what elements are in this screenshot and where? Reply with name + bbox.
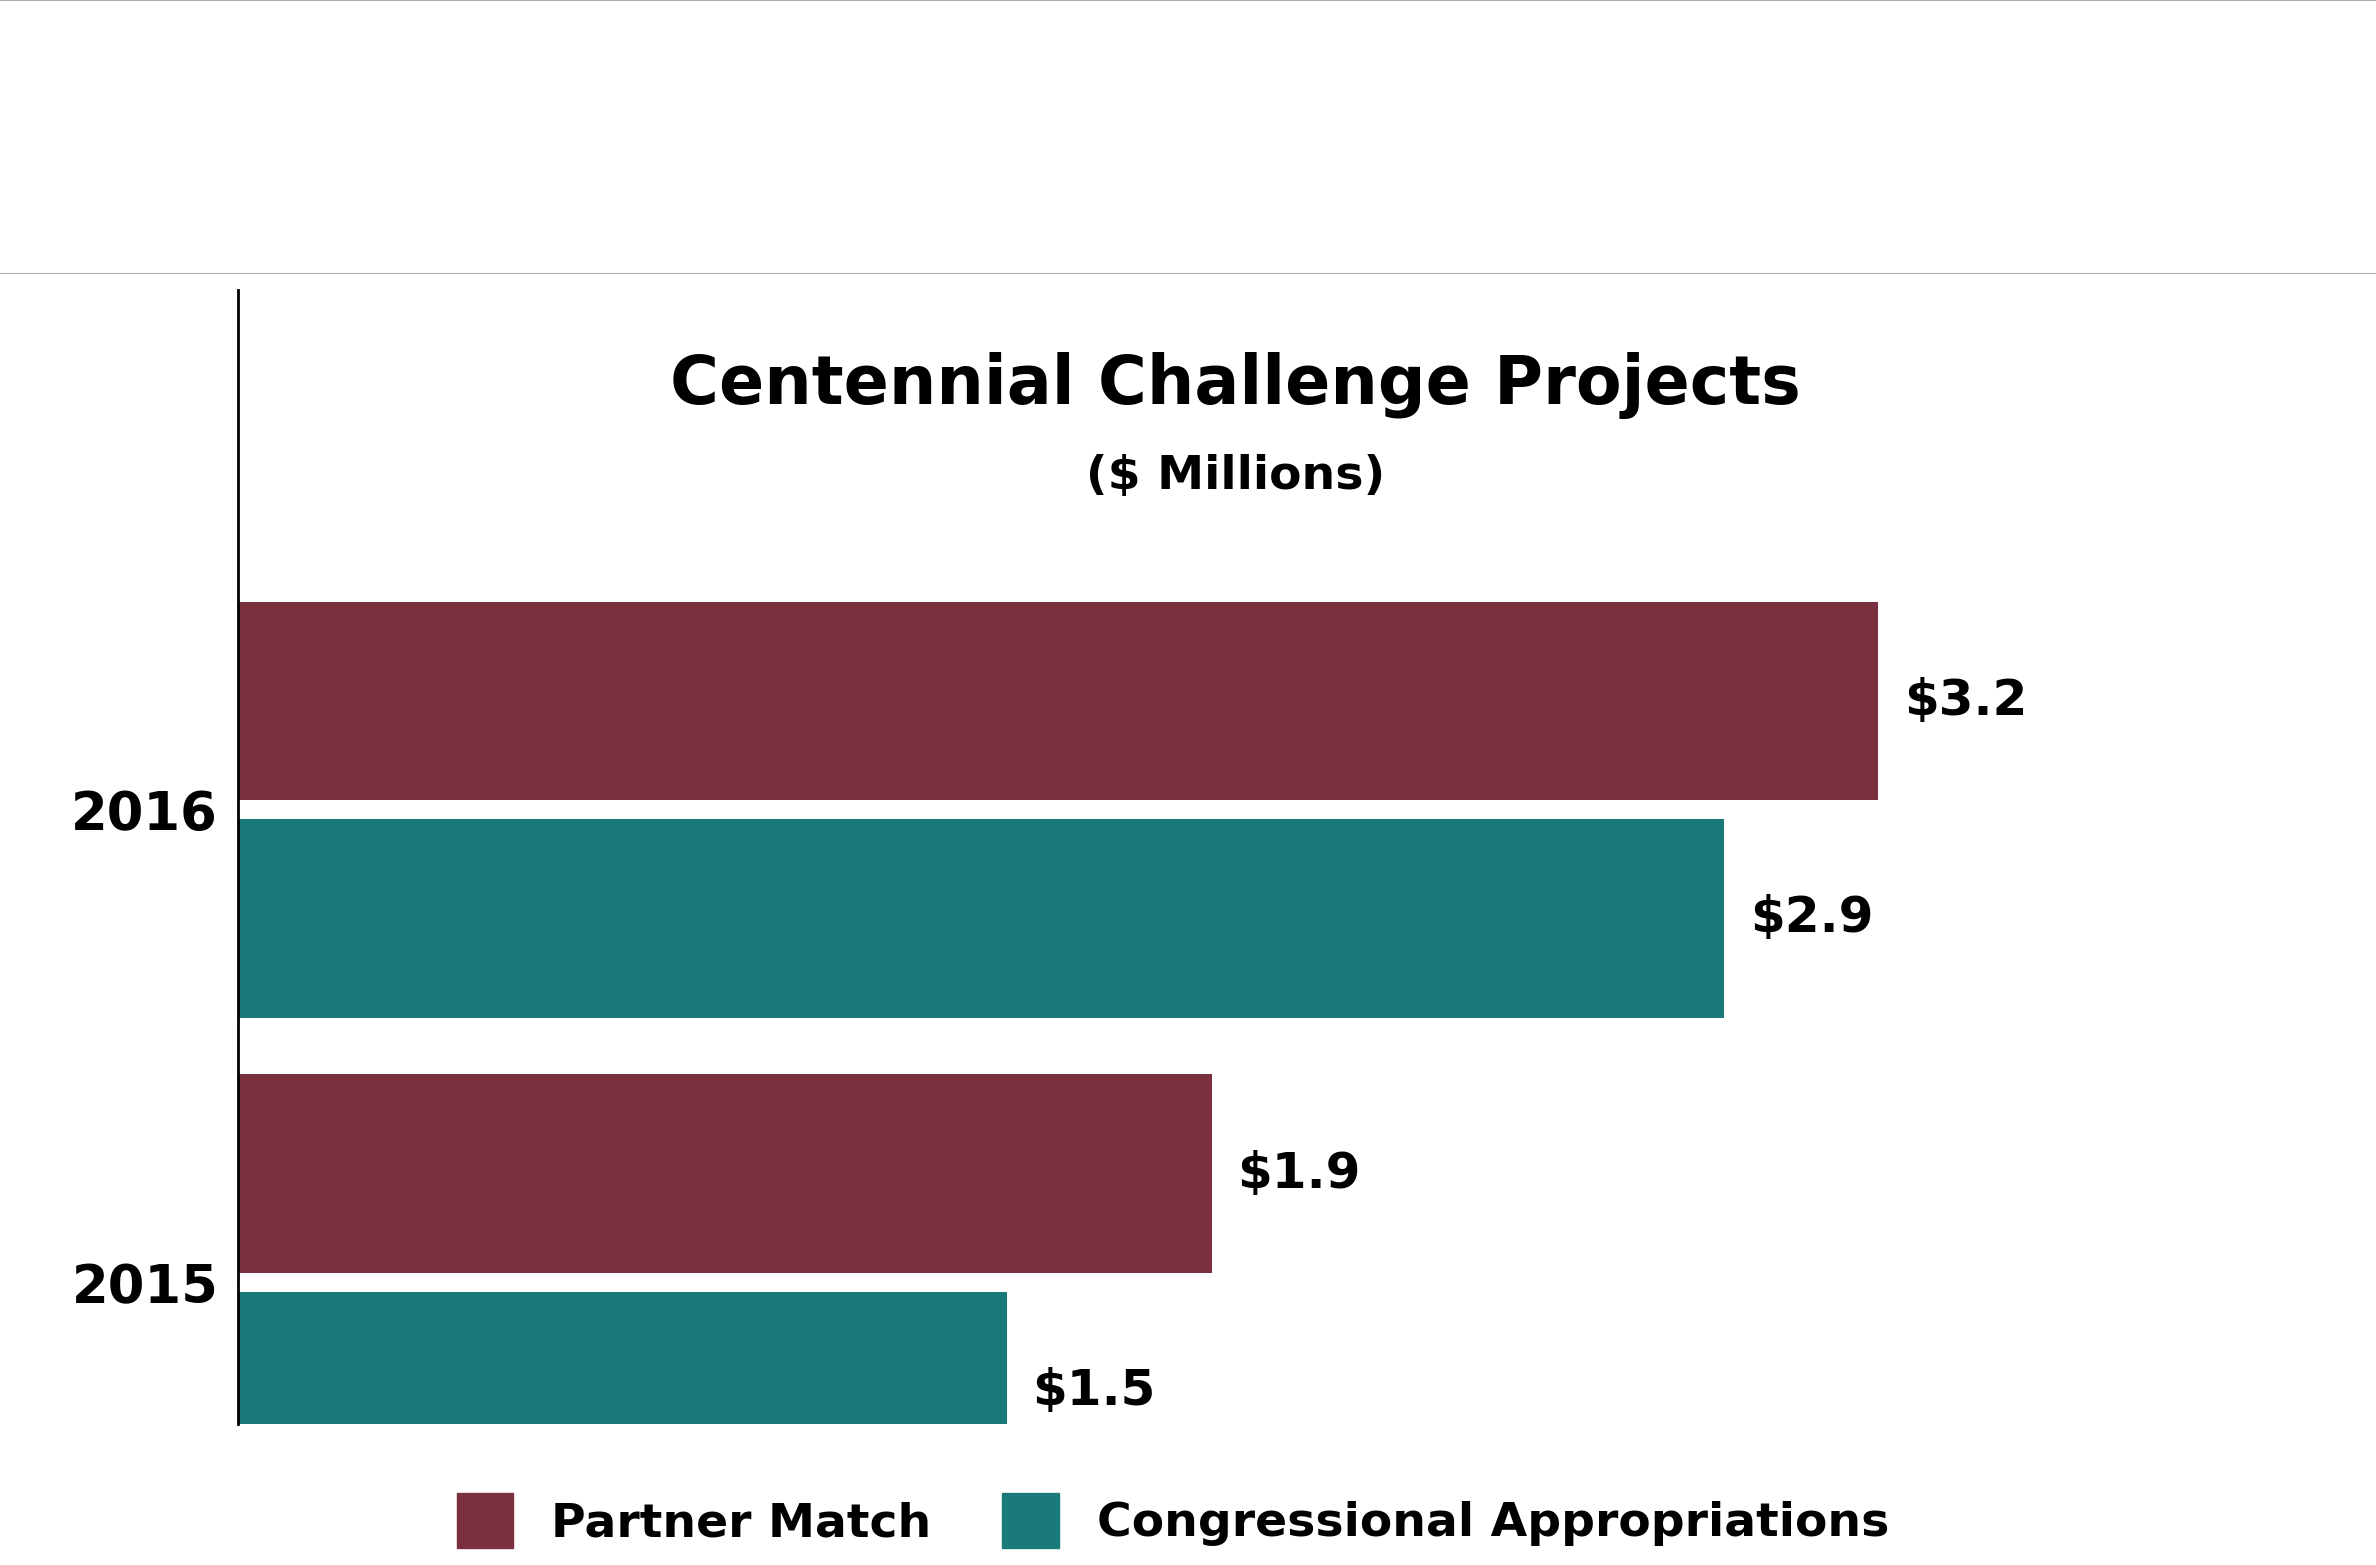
Text: $1.5: $1.5: [1031, 1368, 1155, 1415]
Bar: [238, 1074, 1212, 1272]
Text: Centennial Challenge Projects: Centennial Challenge Projects: [670, 352, 1801, 419]
Legend: Partner Match, Congressional Appropriations: Partner Match, Congressional Appropriati…: [456, 1493, 1889, 1548]
Text: $2.9: $2.9: [1751, 894, 1875, 942]
Bar: [238, 1291, 1007, 1490]
Text: $1.9: $1.9: [1238, 1150, 1361, 1197]
Text: ($ Millions): ($ Millions): [1086, 454, 1385, 499]
Bar: [238, 601, 1879, 800]
Text: $3.2: $3.2: [1903, 676, 2027, 725]
Bar: [238, 818, 1725, 1017]
